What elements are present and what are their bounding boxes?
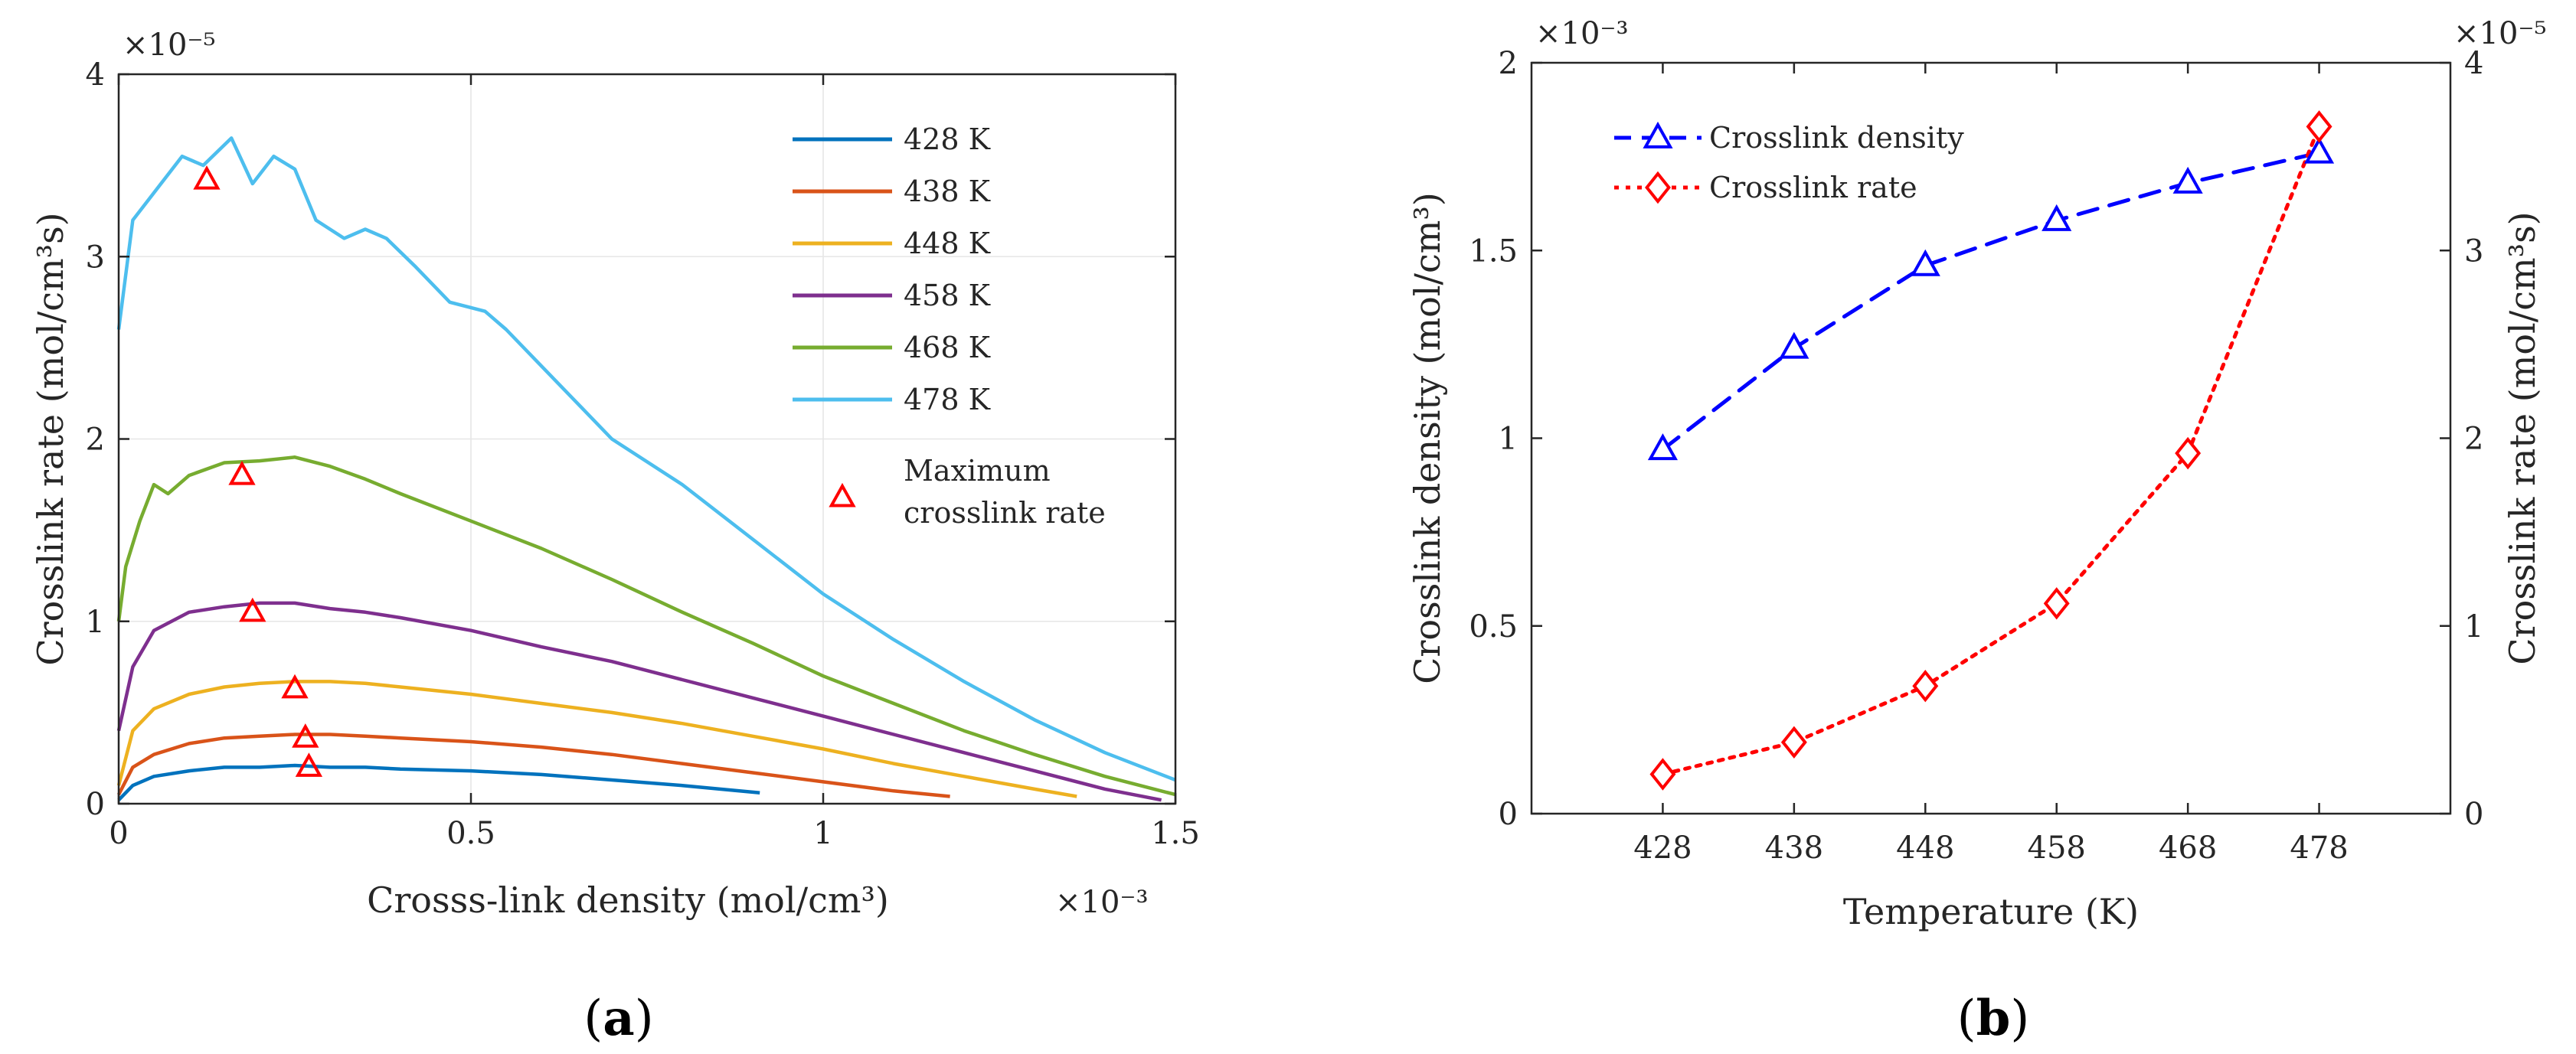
chart-b-legend-label: Crosslink density	[1709, 121, 1964, 155]
chart-a-max-rate-marker	[193, 165, 221, 190]
chart-b-left-y-tick-label: 0	[1499, 797, 1518, 832]
chart-a-legend-label: 468 K	[904, 331, 991, 364]
chart-b-legend-marker	[1643, 121, 1673, 148]
chart-b-legend-label: Crosslink rate	[1709, 171, 1917, 204]
chart-a-legend-label: 478 K	[904, 383, 991, 416]
chart-a-x-tick-label: 1	[813, 816, 832, 851]
chart-a-y-tick-label: 1	[86, 605, 105, 640]
chart-a-y-tick-label: 4	[86, 57, 105, 93]
chart-b-right-y-exponent: ×10⁻⁵	[2453, 16, 2547, 51]
chart-b-crosslink-density-point	[1910, 249, 1940, 276]
chart-a-max-rate-marker	[228, 461, 256, 485]
panel-label-b: (b)	[1957, 990, 2030, 1047]
chart-a-legend-label: 448 K	[904, 227, 991, 260]
chart-b-x-tick-label: 448	[1896, 830, 1954, 866]
chart-b-crosslink-rate-point	[1649, 758, 1676, 791]
panel-label-a-letter: a	[603, 990, 634, 1047]
chart-a-legend: 428 K 438 K 448 K 458 K 468 K 478 K Maximum cro…	[793, 122, 1106, 530]
chart-a-y-exponent: ×10⁻⁵	[123, 28, 216, 63]
chart-a-max-rate-marker	[281, 674, 309, 699]
panel-label-a: (a)	[584, 990, 653, 1047]
chart-a-x-tick-label: 0.5	[446, 816, 495, 851]
chart-b-crosslink-density-point	[2042, 204, 2072, 231]
chart-b-right-y-tick-label: 0	[2464, 797, 2483, 832]
chart-b-crosslink-rate-point	[2175, 436, 2202, 470]
chart-b-right-y-tick-label: 1	[2464, 609, 2483, 644]
chart-a-series-line-448k	[116, 680, 1077, 798]
chart-b-crosslink-rate-point	[2043, 587, 2070, 620]
chart-b-crosslink-rate-point	[2306, 110, 2332, 143]
chart-b: 428 438 448 458 468 478 0 0.5 1 1.5 2 0 1 2 3 4 ×10⁻³ ×…	[1407, 16, 2547, 1047]
chart-b-legend: Crosslink density Crosslink rate	[1614, 121, 1964, 204]
chart-a-y-tick-label: 2	[86, 423, 105, 458]
chart-a-legend-label: Maximum	[904, 454, 1051, 488]
chart-a-max-rate-marker	[239, 597, 266, 622]
chart-a-legend-label: 438 K	[904, 175, 991, 208]
chart-b-right-y-tick-label: 3	[2464, 233, 2483, 269]
chart-a-x-exponent: ×10⁻³	[1055, 885, 1149, 920]
chart-b-x-tick-label: 438	[1765, 830, 1823, 866]
chart-b-x-axis-label: Temperature (K)	[1843, 891, 2139, 932]
chart-b-right-y-axis-label: Crosslink rate (mol/cm³s)	[2502, 211, 2543, 664]
chart-b-left-y-tick-label: 1	[1499, 422, 1518, 457]
chart-b-crosslink-rate-point	[1912, 670, 1939, 703]
chart-b-crosslink-density-point	[1647, 433, 1678, 461]
chart-b-series-line-crosslink-rate	[1660, 124, 2322, 776]
chart-b-crosslink-density-point	[2172, 166, 2203, 194]
chart-a-legend-marker	[829, 482, 856, 507]
chart-b-left-y-tick-label: 0.5	[1469, 609, 1518, 644]
chart-b-plot-frame	[1530, 61, 2452, 815]
chart-a-legend-label: 458 K	[904, 279, 991, 312]
chart-b-x-tick-label: 428	[1633, 830, 1692, 866]
chart-a-legend-label: 428 K	[904, 122, 991, 156]
chart-b-legend-marker	[1645, 171, 1671, 204]
chart-b-crosslink-rate-point	[1780, 726, 1807, 759]
chart-a-series-line-468k	[116, 455, 1176, 797]
chart-a-y-tick-label: 3	[86, 240, 105, 275]
chart-b-series-line-crosslink-density	[1660, 151, 2322, 452]
chart-b-x-tick-label: 478	[2290, 830, 2348, 866]
chart-a-legend-label: crosslink rate	[904, 496, 1106, 530]
chart-a-series-line-428k	[117, 763, 760, 801]
chart-a-y-axis-label: Crosslink rate (mol/cm³s)	[30, 212, 71, 665]
chart-b-x-tick-label: 468	[2159, 830, 2217, 866]
chart-a-x-tick-label: 1.5	[1151, 816, 1200, 851]
chart-b-left-y-exponent: ×10⁻³	[1535, 16, 1629, 51]
chart-b-left-y-tick-label: 2	[1499, 46, 1518, 81]
chart-b-crosslink-density-point	[2304, 136, 2335, 164]
chart-a: 0 0.5 1 1.5 0 1 2 3 4 ×10⁻⁵ ×10⁻³ Crosss-link de…	[30, 28, 1200, 1047]
chart-a-series-line-438k	[117, 733, 950, 798]
chart-a-series-line-458k	[116, 601, 1162, 802]
chart-a-series-line-478k	[116, 136, 1176, 782]
chart-b-right-y-tick-label: 2	[2464, 422, 2483, 457]
chart-b-crosslink-density-point	[1779, 331, 1809, 359]
chart-a-max-rate-marker	[295, 752, 323, 777]
panel-label-b-letter: b	[1976, 990, 2011, 1047]
chart-b-right-y-tick-label: 4	[2464, 46, 2483, 81]
chart-a-max-rate-marker	[292, 723, 319, 748]
chart-a-x-tick-label: 0	[109, 816, 128, 851]
chart-a-x-axis-label: Crosss-link density (mol/cm³)	[367, 879, 889, 921]
chart-b-left-y-axis-label: Crosslink density (mol/cm³)	[1407, 192, 1448, 684]
chart-b-left-y-tick-label: 1.5	[1469, 233, 1518, 269]
chart-b-x-tick-label: 458	[2028, 830, 2086, 866]
chart-a-y-tick-label: 0	[86, 787, 105, 822]
